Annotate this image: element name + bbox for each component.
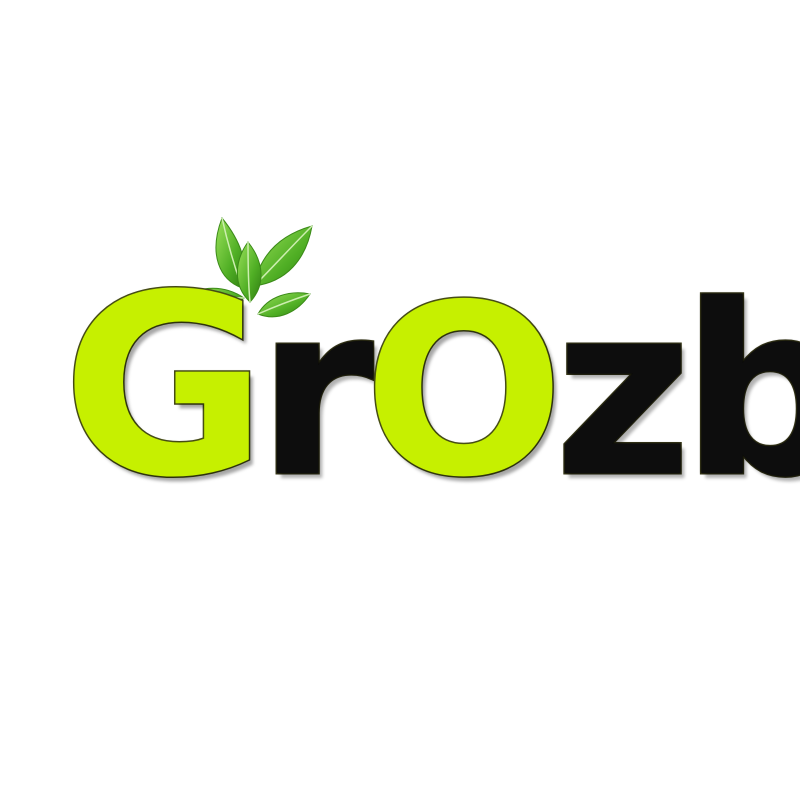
letter-g: G bbox=[60, 241, 268, 532]
wordmark: GrOzby bbox=[60, 241, 800, 532]
letter-b: b bbox=[680, 254, 800, 529]
letter-r: r bbox=[256, 254, 375, 529]
letter-o: O bbox=[362, 254, 566, 529]
leaves-icon bbox=[183, 217, 313, 318]
letter-z: z bbox=[553, 254, 693, 529]
